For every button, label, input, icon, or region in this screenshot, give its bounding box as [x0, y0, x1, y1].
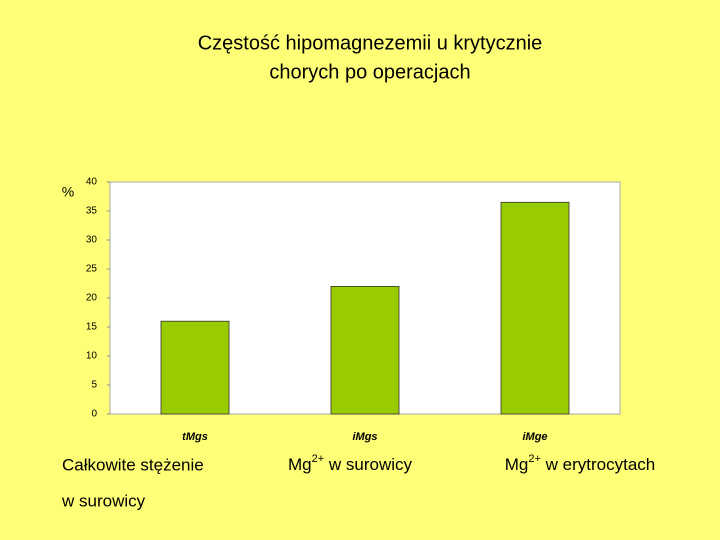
bar	[330, 285, 400, 415]
caption-text: Mg	[505, 455, 529, 474]
y-tick-label: 25	[86, 264, 98, 275]
caption: Całkowite stężenie	[62, 455, 204, 474]
y-tick-label: 30	[86, 235, 98, 246]
caption: w surowicy	[61, 491, 146, 510]
x-tick-label: iMgs	[352, 431, 377, 443]
chart-title: chorych po operacjach	[269, 61, 470, 83]
caption-text: w erytrocytach	[541, 455, 655, 474]
x-tick-label: tMgs	[182, 431, 208, 443]
caption: Mg2+ w erytrocytach	[505, 453, 655, 475]
y-tick-label: 40	[86, 177, 98, 188]
x-tick-label: iMge	[522, 431, 547, 443]
y-tick-label: 15	[86, 322, 98, 333]
caption-text: Mg	[288, 455, 312, 474]
chart-title: Częstość hipomagnezemii u krytycznie	[198, 32, 543, 54]
y-axis-label: %	[62, 184, 74, 200]
caption-text: w surowicy	[324, 455, 412, 474]
caption-superscript: 2+	[312, 453, 325, 465]
y-tick-label: 35	[86, 206, 98, 217]
caption-superscript: 2+	[528, 453, 541, 465]
caption: Mg2+ w surowicy	[288, 453, 413, 475]
y-tick-label: 0	[91, 409, 97, 420]
bar	[160, 320, 230, 415]
y-tick-label: 5	[91, 380, 97, 391]
bar	[500, 201, 570, 415]
y-tick-label: 10	[86, 351, 98, 362]
y-tick-label: 20	[86, 293, 98, 304]
